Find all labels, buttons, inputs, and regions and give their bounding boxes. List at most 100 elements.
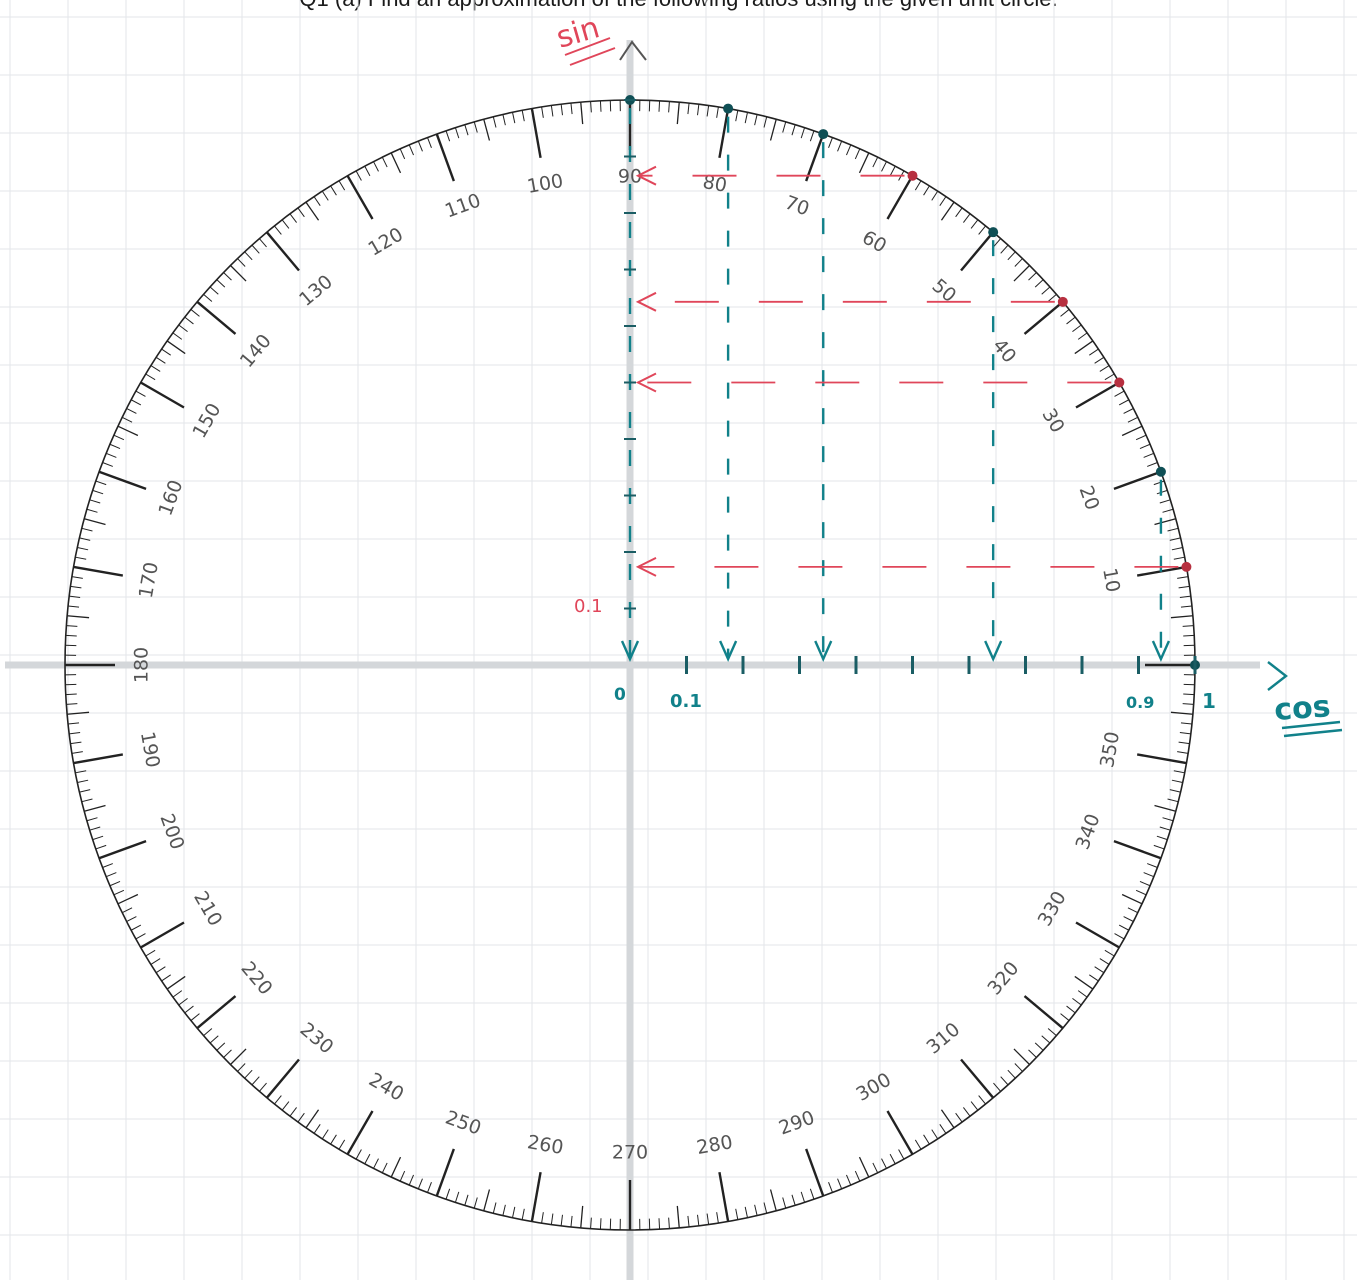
tick-mark (960, 231, 995, 272)
tick-mark (105, 452, 117, 458)
tick-mark (1136, 753, 1187, 765)
tick-mark (121, 416, 133, 423)
tick-mark (791, 124, 796, 136)
tick-mark (898, 1149, 905, 1160)
tick-mark (126, 408, 137, 414)
tick-mark (70, 585, 82, 589)
tick-mark (258, 1082, 267, 1092)
tick-mark (716, 106, 719, 118)
tick-mark (145, 373, 156, 381)
degree-label: 130 (295, 271, 337, 311)
tick-mark (178, 324, 188, 332)
tick-mark (580, 102, 584, 125)
tick-mark (858, 152, 870, 174)
tick-mark (483, 119, 491, 141)
degree-label: 20 (1075, 483, 1104, 513)
tick-mark (668, 1217, 670, 1229)
tick-mark (230, 265, 247, 282)
cos-tick-label: 0.9 (1126, 693, 1154, 712)
underline (564, 37, 611, 56)
tick-mark (1159, 826, 1171, 831)
tick-mark (1167, 798, 1179, 803)
tick-mark (570, 1215, 573, 1227)
arrow-down-icon (719, 640, 738, 662)
tick-mark (399, 1170, 406, 1182)
degree-label: 70 (782, 191, 812, 220)
tick-mark (791, 1194, 796, 1206)
tick-mark (98, 470, 147, 490)
tick-mark (560, 104, 563, 116)
tick-mark (223, 1049, 232, 1058)
tick-mark (1159, 499, 1171, 504)
tick-mark (854, 1170, 861, 1182)
tick-mark (769, 119, 777, 141)
tick-mark (237, 1063, 246, 1072)
tick-mark (70, 741, 82, 745)
tick-mark (923, 185, 930, 196)
tick-mark (483, 1189, 491, 1211)
tick-mark (381, 156, 388, 168)
sin-tick-label: 0.1 (574, 596, 603, 617)
marked-point-teal (723, 103, 734, 114)
tick-mark (1089, 348, 1099, 356)
tick-mark (338, 180, 346, 191)
tick-mark (809, 130, 815, 142)
tick-mark (763, 116, 768, 128)
tick-mark (716, 1212, 719, 1224)
tick-mark (1154, 804, 1176, 812)
tick-mark (274, 1095, 282, 1105)
tick-mark (73, 565, 124, 577)
tick-mark (1118, 399, 1130, 406)
tick-mark (590, 101, 592, 113)
tick-mark (95, 844, 107, 850)
arrow-left-icon (635, 291, 657, 312)
tick-mark (86, 817, 98, 822)
tick-mark (417, 140, 423, 152)
tick-mark (66, 703, 78, 705)
tick-mark (1147, 863, 1158, 868)
degree-label: 280 (695, 1131, 735, 1159)
tick-mark (763, 1202, 768, 1214)
tick-mark (1173, 770, 1185, 774)
tick-mark (203, 293, 213, 302)
tick-mark (580, 1205, 584, 1228)
tick-mark (940, 1109, 955, 1129)
tick-mark (590, 1217, 592, 1229)
tick-mark (109, 443, 121, 449)
tick-mark (71, 576, 83, 579)
tick-mark (1147, 462, 1158, 467)
tick-mark (744, 1206, 748, 1218)
tick-mark (754, 114, 758, 126)
tick-mark (130, 924, 142, 931)
tick-mark (970, 219, 979, 229)
tick-mark (560, 1214, 563, 1226)
tick-mark (809, 1188, 815, 1200)
tick-mark (473, 1197, 478, 1209)
tick-mark (67, 615, 90, 619)
cos-tick-label: 0.1 (670, 691, 702, 712)
tick-mark (872, 156, 879, 168)
tick-mark (109, 881, 121, 887)
tick-mark (117, 893, 139, 905)
tick-mark (297, 1112, 305, 1123)
tick-mark (939, 196, 947, 206)
tick-mark (1156, 835, 1168, 841)
arrow-down-icon (1151, 640, 1171, 662)
tick-mark (178, 998, 188, 1006)
tick-mark (265, 231, 300, 272)
tick-mark (435, 133, 455, 182)
degree-label: 250 (442, 1107, 484, 1140)
tick-mark (512, 1206, 516, 1218)
tick-mark (805, 133, 825, 182)
tick-mark (135, 933, 146, 940)
degree-label: 120 (365, 223, 407, 260)
tick-mark (706, 1213, 710, 1225)
tick-mark (209, 1035, 219, 1044)
tick-mark (1171, 779, 1183, 783)
tick-mark (102, 462, 113, 467)
tick-mark (993, 238, 1002, 248)
tick-mark (1060, 309, 1070, 317)
tick-mark (381, 1162, 388, 1174)
tick-mark (1041, 286, 1051, 295)
